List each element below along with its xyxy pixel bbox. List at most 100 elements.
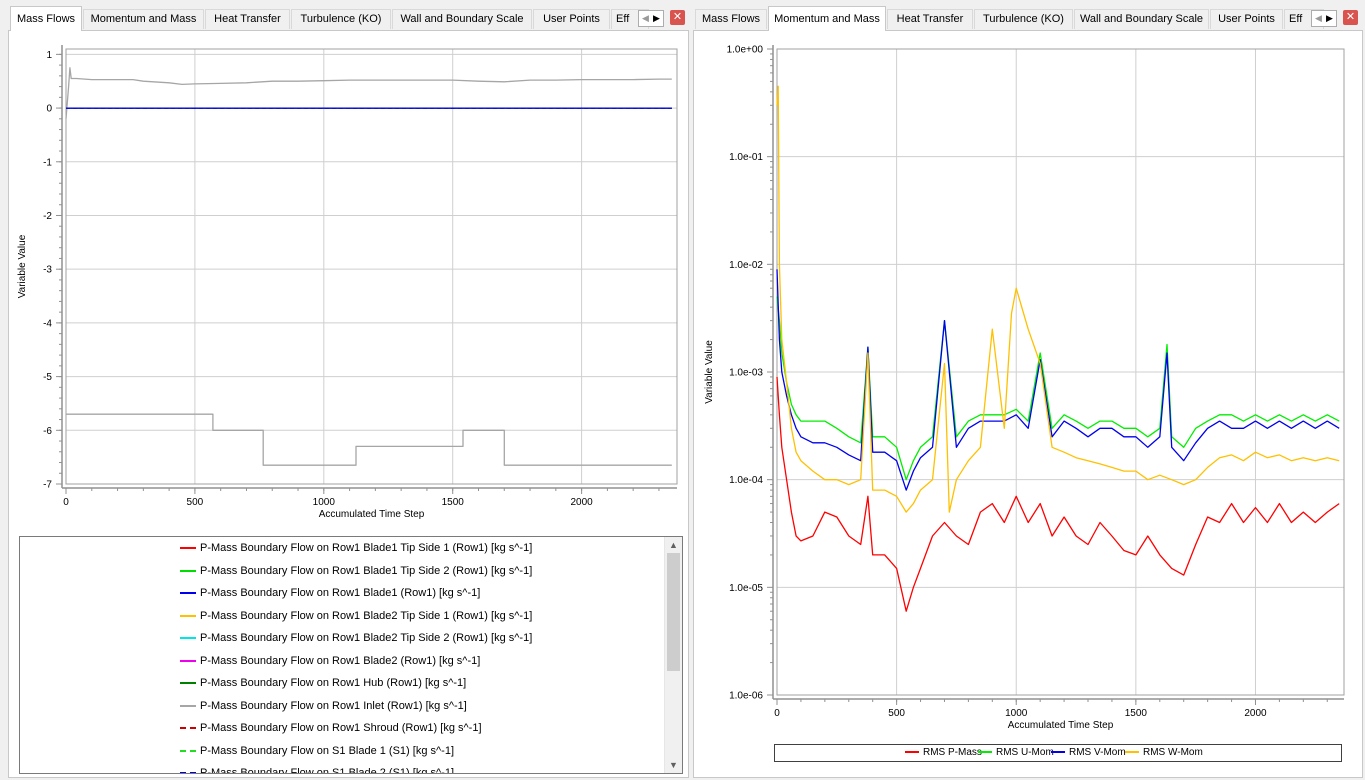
right-tab-wall-and-boundary-scale[interactable]: Wall and Boundary Scale: [1074, 9, 1209, 29]
legend-label: P-Mass Boundary Flow on Row1 Blade2 Tip …: [200, 609, 533, 622]
x-tick-label: 500: [888, 708, 905, 719]
y-tick-label: 1.0e-01: [729, 152, 763, 163]
legend-swatch: [180, 772, 196, 773]
momentum-panel: Mass Flows Momentum and Mass Heat Transf…: [693, 6, 1363, 778]
legend-item: RMS U-Mom: [978, 745, 1054, 761]
series-line-p-mass-boundary-flow-on-row1-inlet-row1-kg-s-1-7: [65, 67, 672, 119]
legend-swatch: [180, 727, 196, 729]
legend-label: P-Mass Boundary Flow on Row1 Shroud (Row…: [200, 722, 482, 734]
right-tab-momentum-and-mass[interactable]: Momentum and Mass: [768, 6, 886, 31]
left-close-icon[interactable]: ✕: [670, 10, 685, 25]
y-tick-label: 1.0e-05: [729, 583, 763, 594]
scroll-down-icon[interactable]: ▼: [669, 760, 678, 770]
right-tab-heat-transfer[interactable]: Heat Transfer: [887, 9, 973, 29]
left-tab-scroll-buttons[interactable]: ◀ ▶: [638, 10, 664, 27]
series-line-series-11: [66, 413, 672, 466]
left-tab-bar: Mass Flows Momentum and Mass Heat Transf…: [8, 6, 689, 31]
y-axis-label: Variable Value: [704, 340, 715, 404]
mass-flows-panel: Mass Flows Momentum and Mass Heat Transf…: [8, 6, 689, 778]
tab-scroll-left-icon[interactable]: ◀: [1315, 13, 1322, 23]
legend-label: P-Mass Boundary Flow on S1 Blade 2 (S1) …: [200, 767, 454, 774]
legend-label: RMS W-Mom: [1143, 747, 1203, 758]
left-tab-turbulence[interactable]: Turbulence (KO): [291, 9, 391, 29]
series-line-rms-u-mom-1: [776, 296, 1340, 481]
legend-swatch: [180, 614, 196, 617]
legend-swatch: [180, 569, 196, 572]
y-tick-label: 1.0e-04: [729, 475, 763, 486]
legend-label: P-Mass Boundary Flow on Row1 Blade2 Tip …: [200, 632, 533, 644]
legend-item: RMS V-Mom: [1051, 745, 1126, 761]
scroll-up-icon[interactable]: ▲: [669, 540, 678, 550]
y-tick-label: -6: [43, 426, 52, 437]
x-tick-label: 2000: [1244, 708, 1267, 719]
y-tick-label: -3: [43, 265, 52, 276]
y-tick-label: 1.0e-03: [729, 368, 763, 379]
y-tick-label: 1.0e+00: [727, 45, 764, 56]
right-tab-mass-flows[interactable]: Mass Flows: [695, 9, 767, 29]
plot-frame: [776, 48, 1345, 696]
legend-label: P-Mass Boundary Flow on Row1 Blade1 Tip …: [200, 542, 533, 554]
left-tab-wall-and-boundary-scale[interactable]: Wall and Boundary Scale: [392, 9, 532, 29]
x-tick-label: 1500: [1125, 708, 1148, 719]
legend-label: P-Mass Boundary Flow on Row1 Blade1 Tip …: [200, 564, 533, 577]
legend-swatch: [180, 547, 196, 549]
series-line-rms-p-mass-0: [776, 376, 1340, 612]
legend-swatch: [180, 637, 196, 639]
left-legend: P-Mass Boundary Flow on Row1 Blade1 Tip …: [19, 536, 683, 774]
left-tab-user-points[interactable]: User Points: [533, 9, 610, 29]
tab-scroll-right-icon[interactable]: ▶: [653, 13, 660, 23]
scroll-thumb[interactable]: [667, 553, 680, 671]
tab-scroll-left-icon[interactable]: ◀: [642, 13, 649, 23]
legend-swatch: [978, 751, 992, 754]
right-chart: 1.0e+00 1.0e-01 1.0e-02 1.0e-03 1.0e-04 1.0e-…: [704, 45, 1345, 731]
legend-item: RMS W-Mom: [1125, 745, 1203, 761]
y-tick-label: -4: [43, 318, 52, 329]
x-axis-label: Accumulated Time Step: [1008, 720, 1114, 731]
legend-swatch: [180, 749, 196, 752]
legend-label: P-Mass Boundary Flow on Row1 Blade1 (Row…: [200, 587, 481, 599]
y-tick-label: -1: [43, 157, 52, 168]
y-tick-label: -5: [43, 372, 52, 383]
y-tick-label: -7: [43, 480, 52, 491]
legend-swatch: [180, 682, 196, 684]
legend-scrollbar[interactable]: ▲ ▼: [664, 537, 682, 773]
legend-swatch: [180, 659, 196, 662]
x-axis-label: Accumulated Time Step: [319, 509, 425, 520]
y-tick-label: 1.0e-02: [729, 260, 763, 271]
left-content: 1 0 -1 -2 -3 -4 -5 -6 -7 0 500 1000 1500 2000 Accumula…: [8, 30, 689, 778]
y-tick-label: 1.0e-06: [729, 691, 763, 702]
y-axis-label: Variable Value: [17, 234, 28, 298]
right-tab-scroll-buttons[interactable]: ◀ ▶: [1311, 10, 1337, 27]
legend-label: P-Mass Boundary Flow on S1 Blade 1 (S1) …: [200, 744, 454, 757]
x-tick-label: 500: [187, 497, 204, 508]
y-tick-label: 0: [46, 104, 52, 115]
legend-swatch: [1125, 751, 1139, 754]
right-close-icon[interactable]: ✕: [1343, 10, 1358, 25]
left-tab-mass-flows[interactable]: Mass Flows: [10, 6, 82, 31]
legend-label: RMS P-Mass: [923, 747, 982, 758]
x-tick-label: 1500: [442, 497, 465, 508]
legend-swatch: [905, 751, 919, 754]
legend-label: P-Mass Boundary Flow on Row1 Inlet (Row1…: [200, 699, 467, 712]
x-tick-label: 2000: [570, 497, 593, 508]
y-tick-label: 1: [46, 50, 52, 61]
right-legend: RMS P-Mass RMS U-Mom RMS V-Mom RMS W-Mom: [774, 744, 1342, 762]
plot-frame: [65, 48, 678, 485]
x-tick-label: 0: [63, 497, 69, 508]
tab-scroll-right-icon[interactable]: ▶: [1326, 13, 1333, 23]
x-tick-label: 0: [774, 708, 780, 719]
series-line-rms-v-mom-2: [776, 269, 1340, 491]
left-tab-heat-transfer[interactable]: Heat Transfer: [205, 9, 290, 29]
left-tab-momentum-and-mass[interactable]: Momentum and Mass: [83, 9, 204, 29]
x-tick-label: 1000: [1005, 708, 1028, 719]
legend-item: RMS P-Mass: [905, 745, 982, 761]
right-tab-user-points[interactable]: User Points: [1210, 9, 1283, 29]
right-tab-bar: Mass Flows Momentum and Mass Heat Transf…: [693, 6, 1363, 31]
legend-label: RMS V-Mom: [1069, 747, 1126, 758]
legend-label: P-Mass Boundary Flow on Row1 Hub (Row1) …: [200, 677, 467, 689]
right-tab-turbulence[interactable]: Turbulence (KO): [974, 9, 1073, 29]
y-tick-label: -2: [43, 211, 52, 222]
legend-label: RMS U-Mom: [996, 747, 1054, 758]
legend-swatch: [180, 704, 196, 707]
legend-swatch: [1051, 751, 1065, 754]
